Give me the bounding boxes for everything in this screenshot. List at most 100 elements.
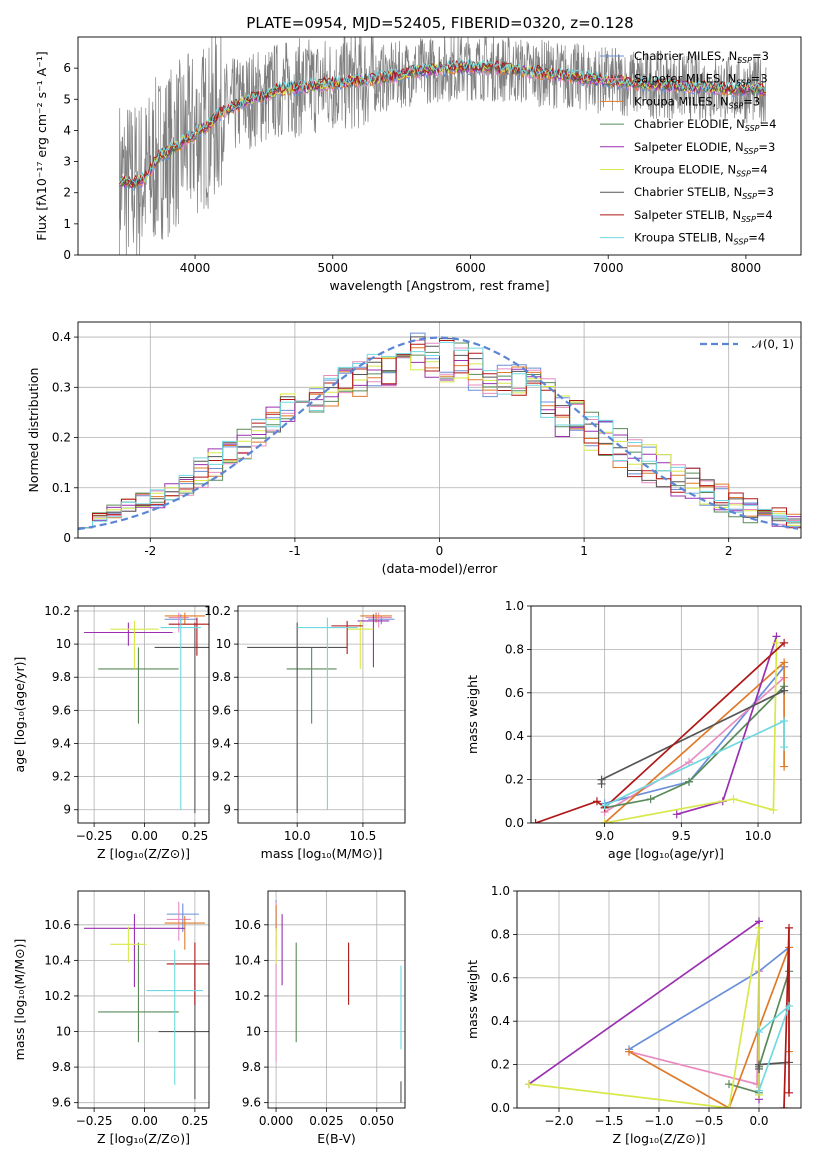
x-tick-label: −1.5	[594, 1114, 623, 1128]
legend-entry-label: Salpeter ELODIE, NSSP=3	[634, 140, 775, 156]
y-tick-label: 0.6	[491, 971, 510, 985]
legend-entry-subscript: SSP	[741, 215, 756, 224]
axes-frame	[77, 321, 802, 539]
x-axis-label: E(B-V)	[317, 1131, 356, 1146]
y-tick-label: 0.8	[491, 927, 510, 941]
axes-frame	[77, 36, 802, 256]
errorbar-point	[110, 926, 147, 963]
grid-lines	[78, 606, 209, 823]
y-tick-label: 1	[63, 217, 71, 231]
axes-frame	[267, 890, 406, 1109]
axes-frame	[77, 890, 210, 1109]
x-tick-label: 5000	[317, 261, 348, 275]
tick-group: 9.0 9.5 10.0 0.0 0.2 0.4 0.6 0.8 1.0	[505, 599, 771, 843]
y-tick-label: 10	[56, 1025, 71, 1039]
grid-lines	[531, 605, 801, 824]
weight-point-marker	[531, 819, 540, 823]
y-tick-label: 0.4	[505, 729, 524, 743]
tick-group: −0.25 0.00 0.25 9.6 9.8 10 10.2 10.4 10.6	[44, 918, 208, 1128]
weight-series-line	[528, 919, 760, 1100]
weight-point-marker	[785, 1088, 793, 1097]
weight-point-marker	[780, 717, 789, 726]
grid-lines	[268, 891, 405, 1108]
y-tick-label: 0.2	[491, 1058, 510, 1072]
legend-entry-value: =4	[756, 208, 773, 222]
x-axis-label: age [log₁₀(age/yr)]	[608, 846, 724, 861]
x-tick-label: −0.25	[76, 829, 113, 843]
mass-vs-metallicity-panel: −0.25 0.00 0.25 9.6 9.8 10 10.2 10.4 10.6 Z [log₁…	[12, 890, 210, 1146]
y-tick-label: 10.6	[234, 918, 261, 932]
weight-point-marker	[780, 638, 789, 647]
weight-point-marker	[780, 743, 789, 752]
legend-entry-value: =3	[758, 140, 775, 154]
x-axis-label: wavelength [Angstrom, rest frame]	[329, 278, 549, 293]
x-tick-label: −1.0	[644, 1114, 673, 1128]
tick-group: 10.0 10.5 9 9.2 9.4 9.6 9.8 10 10.2	[204, 604, 376, 843]
legend-entry-value: =3	[743, 94, 760, 108]
weight-series	[597, 686, 789, 788]
weight-point-marker	[755, 1086, 763, 1095]
legend-entry-label: Kroupa ELODIE, NSSP=4	[634, 163, 768, 179]
weight-series	[531, 638, 789, 823]
legend-entry-value: =4	[760, 117, 777, 131]
legend-entry-subscript: SSP	[742, 192, 757, 201]
x-tick-label: 0.00	[131, 829, 158, 843]
y-tick-label: 9.2	[212, 770, 231, 784]
y-tick-label: 9.6	[212, 703, 231, 717]
y-tick-label: 9.4	[52, 736, 71, 750]
x-tick-label: 0.0	[749, 1114, 768, 1128]
weight-plot-area	[525, 917, 793, 1108]
y-tick-label: 9.8	[242, 1060, 261, 1074]
y-axis-label: age [log₁₀(age/yr)]	[12, 657, 27, 773]
legend-entry-label: Chabrier MILES, NSSP=3	[634, 49, 769, 65]
weight-series	[600, 717, 789, 810]
weight-point-marker	[755, 923, 763, 932]
weight-point-marker	[780, 762, 789, 771]
y-tick-label: 5	[63, 92, 71, 106]
gaussian-reference-curve	[78, 336, 799, 531]
weight-point-marker	[600, 801, 609, 810]
y-tick-label: 10.2	[44, 989, 71, 1003]
tick-group: 4000 5000 6000 7000 8000 0 1 2 3 4 5 6	[63, 61, 761, 275]
y-tick-label: 10.2	[234, 989, 261, 1003]
legend-entry-value: =4	[751, 163, 768, 177]
tick-group: −2.0 −1.5 −1.0 −0.5 0.0 0.0 0.2 0.4 0.6 0.8 1.0	[491, 884, 769, 1128]
weight-point-marker	[755, 1060, 763, 1069]
x-axis-label: Z [log₁₀(Z/Z⊙)]	[613, 1131, 706, 1146]
errorbar-plot-area	[84, 612, 209, 814]
x-tick-label: 10.0	[284, 829, 311, 843]
legend-entry-subscript: SSP	[745, 124, 760, 133]
legend-entry-subscript: SSP	[734, 238, 749, 247]
histogram-legend: 𝒩(0, 1)	[700, 337, 794, 351]
weight-series	[600, 658, 789, 823]
grid-lines	[238, 606, 405, 823]
age-vs-mass-panel: 10.0 10.5 9 9.2 9.4 9.6 9.8 10 10.2 mass [log₁₀(M…	[204, 604, 406, 861]
x-tick-label: 0.25	[182, 1114, 209, 1128]
model-spectrum-line	[118, 58, 766, 186]
y-tick-label: 0.0	[491, 1101, 510, 1115]
legend-entry-label: 𝒩(0, 1)	[752, 337, 794, 351]
weight-point-marker	[646, 795, 655, 804]
histogram-plot-area	[78, 332, 801, 531]
weight-point-marker	[625, 1047, 633, 1056]
x-axis-label: mass [log₁₀(M/M⊙)]	[261, 846, 383, 861]
weight-series-line	[604, 685, 785, 809]
figure-title: PLATE=0954, MJD=52405, FIBERID=0320, z=0…	[246, 14, 633, 32]
x-tick-label: 1	[580, 544, 588, 558]
errorbar-point	[84, 622, 173, 646]
x-tick-label: 0	[436, 544, 444, 558]
y-tick-label: 9.2	[52, 770, 71, 784]
weight-point-marker	[785, 923, 793, 932]
weight-point-marker	[600, 819, 609, 823]
y-tick-label: 10.2	[204, 604, 231, 618]
y-tick-label: 9	[63, 803, 71, 817]
weight-vs-age-panel: 9.0 9.5 10.0 0.0 0.2 0.4 0.6 0.8 1.0 age [log₁₀(a…	[465, 599, 802, 861]
y-tick-label: 0.4	[491, 1014, 510, 1028]
y-tick-label: 10	[56, 637, 71, 651]
y-tick-label: 10.4	[234, 953, 261, 967]
legend-entry-subscript: SSP	[744, 147, 759, 156]
spectrum-panel: 4000 5000 6000 7000 8000 0 1 2 3 4 5 6 wavelength [A…	[34, 36, 802, 293]
mass-vs-extinction-panel: 0.000 0.025 0.050 9.6 9.8 10 10.2 10.4 10.6 E(B-V…	[234, 890, 406, 1146]
weight-point-marker	[729, 795, 738, 804]
